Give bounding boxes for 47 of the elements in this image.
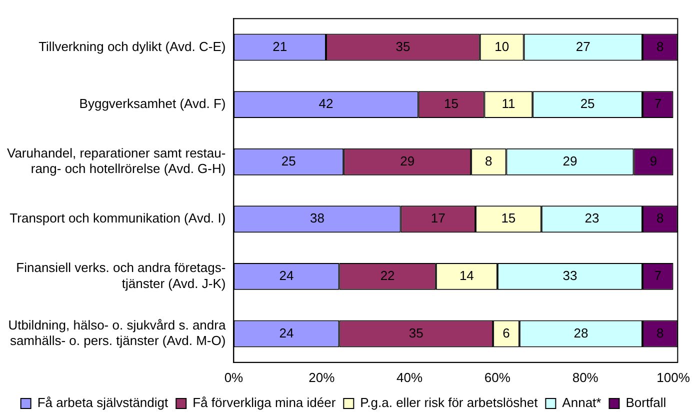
x-tick-label: 20% — [308, 370, 336, 385]
data-label: 38 — [310, 210, 324, 226]
data-label: 8 — [656, 38, 664, 54]
data-label: 25 — [580, 96, 595, 112]
data-label: 21 — [272, 38, 288, 54]
data-label: 33 — [562, 268, 578, 284]
data-label: 15 — [501, 210, 516, 226]
data-label: 35 — [408, 325, 424, 340]
data-label: 9 — [650, 153, 658, 168]
y-tick-label: Tillverkning och dylikt (Avd. C-E) — [38, 38, 226, 54]
data-label: 24 — [279, 325, 294, 340]
data-label: 10 — [494, 38, 510, 54]
data-label: 23 — [584, 210, 600, 226]
data-label: 42 — [318, 96, 334, 112]
data-label: 11 — [502, 96, 516, 112]
data-label: 6 — [502, 325, 510, 340]
data-label: 27 — [576, 38, 590, 54]
legend-label: Bortfall — [626, 395, 666, 410]
x-tick-label: 0% — [224, 370, 244, 385]
data-label: 8 — [656, 210, 664, 226]
data-label: 15 — [444, 96, 459, 112]
y-tick-label: Finansiell verks. och andra företags- tjänster (Avd. J-K) — [16, 260, 226, 291]
data-label: 17 — [430, 210, 446, 226]
data-label: 8 — [485, 153, 492, 168]
data-label: 7 — [654, 268, 662, 284]
data-label: 29 — [400, 153, 415, 168]
data-label: 14 — [459, 268, 474, 284]
x-tick-label: 40% — [396, 370, 423, 385]
y-tick-label: Transport och kommunikation (Avd. I) — [10, 210, 226, 226]
data-label: 35 — [396, 38, 410, 54]
legend-label: P.g.a. eller risk för arbetslöshet — [360, 395, 538, 410]
y-tick-label: Byggverksamhet (Avd. F) — [79, 96, 226, 112]
legend-label: Få förverkliga mina idéer — [192, 395, 336, 410]
legend-label: Få arbeta självständigt — [37, 395, 169, 410]
data-label: 24 — [279, 268, 294, 284]
legend-label: Annat* — [562, 395, 602, 410]
x-tick-label: 100% — [656, 370, 690, 385]
y-tick-label: Utbildning, hälso- o. sjukvård s. andra samhälls- o. pers. tjänster (Avd. M-O) — [8, 318, 226, 348]
data-label: 28 — [574, 325, 588, 340]
x-tick-label: 60% — [484, 370, 511, 385]
data-label: 7 — [654, 96, 662, 112]
y-tick-label: Varuhandel, reparationer samt restau- rang- och hotellrörelse (Avd. G-H) — [6, 146, 226, 176]
x-tick-label: 80% — [572, 370, 599, 385]
data-label: 22 — [380, 268, 395, 284]
data-label: 29 — [562, 153, 578, 168]
data-label: 25 — [281, 153, 296, 168]
data-label: 8 — [656, 325, 664, 340]
